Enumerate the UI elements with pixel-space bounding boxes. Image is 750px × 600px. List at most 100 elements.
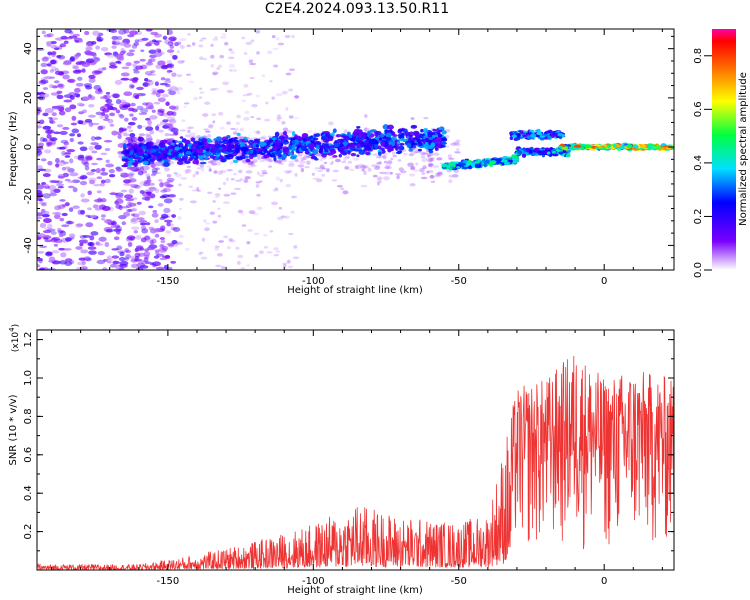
spectral-blob (207, 123, 215, 126)
spectral-blob (105, 228, 113, 233)
spectral-blob (357, 163, 365, 167)
spectral-blob (215, 148, 221, 154)
spectral-blob (58, 247, 66, 251)
spectral-blob (558, 145, 563, 149)
spectral-blob (109, 29, 118, 33)
spectral-blob (62, 61, 72, 66)
spectral-blob (319, 164, 325, 168)
spectral-blob (118, 127, 124, 133)
spectral-blob (241, 36, 246, 40)
spectral-blob (216, 252, 223, 257)
spectral-blob (428, 136, 434, 141)
spectral-blob (120, 189, 128, 193)
spectral-blob (38, 245, 48, 249)
spectral-blob (49, 137, 58, 142)
spectral-blob (75, 246, 83, 250)
spectral-blob (404, 131, 411, 136)
spectral-blob (507, 159, 514, 163)
spectral-blob (69, 57, 76, 62)
spectral-blob (221, 148, 226, 153)
spectral-blob (48, 116, 53, 120)
spectral-blob (446, 165, 451, 169)
spectral-blob (60, 159, 65, 163)
spectral-blob (536, 128, 541, 133)
spectral-blob (455, 139, 461, 143)
spectral-blob (275, 176, 280, 181)
spectral-blob (125, 236, 133, 242)
spectral-blob (119, 114, 125, 119)
spectral-blob (85, 156, 93, 161)
spectral-blob (562, 147, 569, 151)
spectral-blob (248, 59, 254, 64)
spectral-blob (234, 187, 242, 191)
spectral-blob (148, 187, 157, 192)
spectral-blob (83, 239, 89, 244)
spectral-blob (188, 185, 194, 188)
spectral-blob (224, 41, 229, 46)
spectral-blob (129, 30, 138, 36)
spectral-blob (50, 59, 57, 65)
spectral-blob (234, 127, 239, 132)
spectral-blob (195, 170, 200, 175)
spectral-blob (137, 259, 145, 264)
spectral-blob (386, 166, 392, 170)
spectral-blob (557, 132, 564, 137)
spectral-blob (39, 223, 47, 228)
spectral-blob (373, 166, 381, 170)
spectral-blob (120, 172, 129, 178)
spectral-blob (318, 166, 325, 170)
spectral-blob (372, 153, 378, 156)
spectral-blob (256, 193, 261, 197)
spectral-blob (656, 146, 662, 149)
spectral-blob (343, 129, 348, 134)
spectral-blob (164, 78, 171, 82)
spectral-blob (123, 91, 133, 97)
spectral-blob (69, 31, 74, 35)
spectral-blob (137, 124, 143, 130)
spectral-blob (281, 153, 287, 159)
spectral-blob (65, 220, 75, 225)
spectral-blob (57, 227, 62, 232)
spectral-blob (290, 210, 295, 214)
spectral-blob (65, 237, 72, 242)
spectral-blob (155, 143, 160, 146)
spectral-blob (132, 166, 141, 172)
spectral-blob (430, 142, 436, 148)
spectral-blob (246, 264, 250, 267)
spectral-blob (85, 85, 93, 90)
spectral-blob (133, 230, 139, 234)
spectral-blob (219, 169, 227, 173)
spectral-blob (38, 142, 44, 148)
spectral-blob (44, 227, 52, 230)
spectral-blob (165, 101, 170, 107)
spectral-blob (440, 141, 448, 145)
spectral-blob (240, 213, 245, 216)
spectral-blob (421, 157, 428, 163)
spectral-blob (184, 134, 191, 138)
spectral-blob (43, 76, 52, 80)
spectral-blob (433, 152, 440, 156)
colorbar-tick-label: 0.0 (693, 262, 704, 278)
spectral-blob (95, 111, 103, 116)
spectral-blob (552, 150, 556, 154)
spectral-blob (51, 112, 57, 116)
spectral-blob (38, 198, 44, 202)
spectral-blob (64, 151, 72, 155)
spectral-blob (50, 92, 60, 96)
spectral-blob (300, 146, 307, 152)
spectral-blob (495, 158, 503, 162)
spectral-blob (436, 157, 443, 161)
spectral-blob (155, 148, 160, 151)
spectral-blob (290, 155, 297, 160)
spectral-blob (212, 120, 216, 124)
y-tick-label-2: 0.2 (23, 524, 34, 540)
spectral-blob (55, 163, 60, 168)
spectral-blob (96, 157, 103, 161)
spectral-blob (254, 254, 259, 258)
spectral-blob (453, 169, 460, 173)
spectral-blob (68, 207, 74, 212)
spectral-blob (159, 225, 166, 231)
spectral-blob (279, 178, 283, 183)
spectral-blob (288, 151, 293, 156)
spectral-blob (81, 159, 89, 165)
